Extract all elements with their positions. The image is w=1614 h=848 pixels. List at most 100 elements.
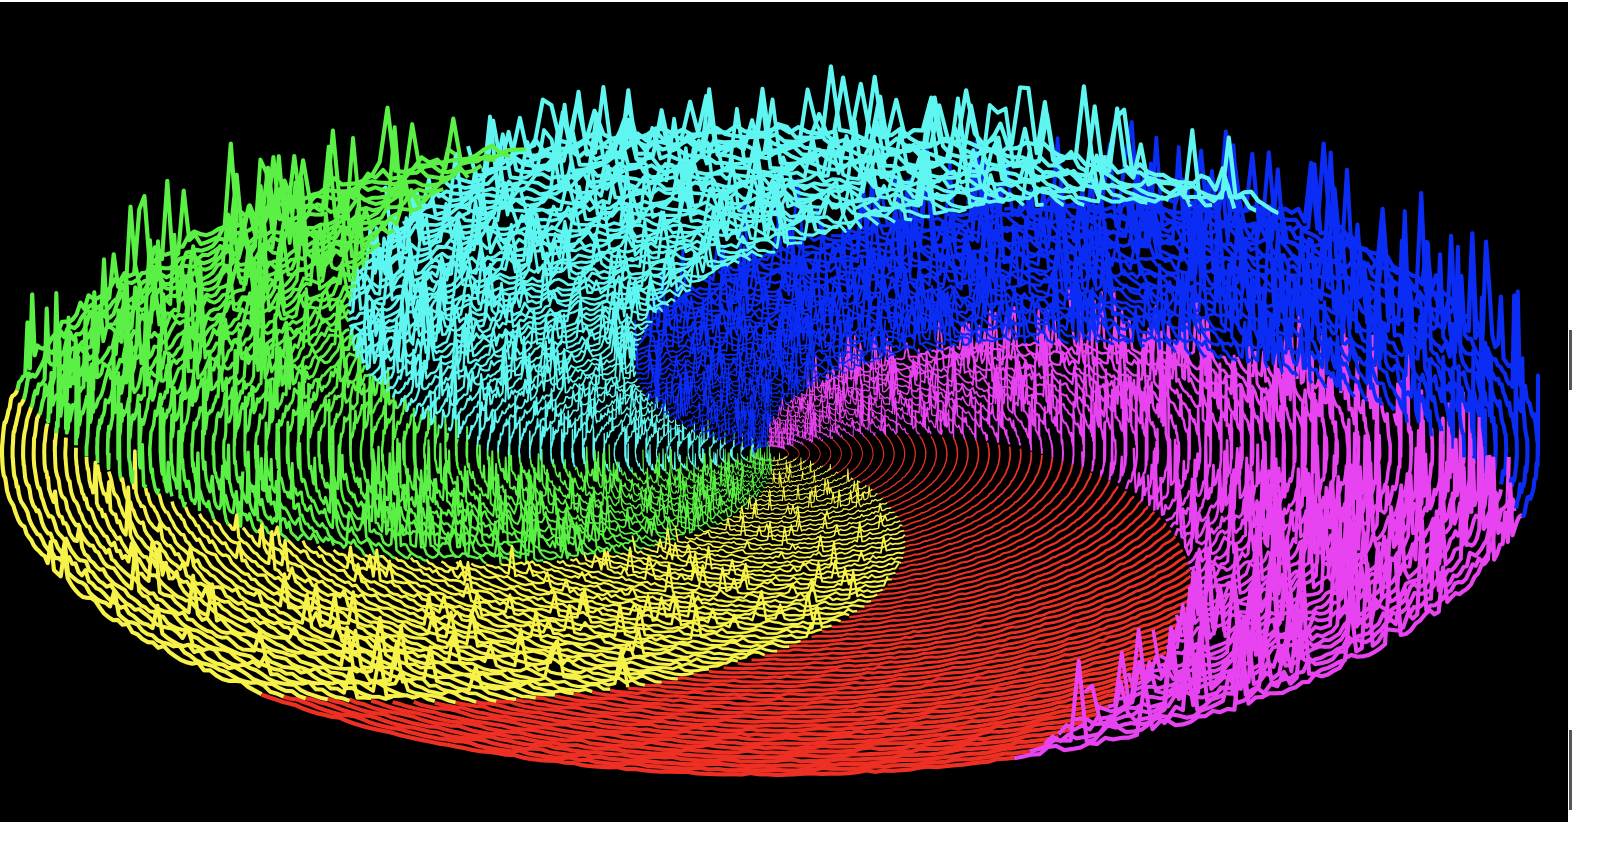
ring-red-segment	[849, 505, 1149, 619]
ring-red-segment	[627, 620, 1185, 698]
ring-red-segment	[812, 442, 821, 465]
ring-blue-segment	[686, 379, 782, 429]
ring-green-segment	[696, 453, 766, 489]
ring-magenta-segment	[968, 311, 1096, 472]
ring-cyan-segment	[429, 286, 658, 426]
ring-blue-segment	[727, 201, 1130, 345]
ring-cyan-segment	[729, 432, 738, 463]
ring-green-segment	[653, 452, 751, 505]
ring-red-segment	[882, 480, 1111, 592]
ring-green-segment	[423, 409, 544, 562]
ring-red-segment	[887, 475, 1102, 586]
ring-green-segment	[726, 452, 772, 476]
ring-red-segment	[784, 449, 789, 458]
ring-yellow-segment	[771, 452, 788, 462]
ring-cyan-segment	[539, 349, 637, 462]
ring-yellow-segment	[84, 456, 436, 704]
ring-yellow-segment	[455, 561, 842, 626]
ring-red-segment	[693, 590, 1192, 680]
ring-yellow-segment	[212, 518, 630, 688]
ring-red-segment	[644, 613, 1188, 693]
ring-yellow-segment	[31, 413, 329, 702]
ring-cyan-segment	[373, 150, 986, 253]
ring-cyan-segment	[373, 255, 720, 382]
ring-red-segment	[845, 437, 863, 477]
ring-yellow-segment	[732, 492, 883, 520]
ring-red-segment	[260, 692, 1015, 778]
ring-cyan-segment	[486, 330, 638, 451]
ring-yellow-segment	[332, 548, 753, 661]
ring-yellow-segment	[425, 558, 823, 635]
ring-red-segment	[821, 522, 1167, 634]
ring-cyan-segment	[447, 299, 649, 432]
ring-yellow-segment	[711, 511, 895, 533]
ring-green-segment	[745, 446, 773, 467]
ring-red-segment	[877, 434, 916, 495]
ring-red-segment	[840, 510, 1156, 624]
ring-cyan-segment	[368, 140, 967, 259]
ring-green-segment	[222, 302, 351, 534]
ring-magenta-segment	[1013, 479, 1524, 761]
ring-magenta-segment	[1053, 305, 1160, 502]
ring-magenta-segment	[828, 342, 955, 439]
ring-cyan-segment	[466, 307, 642, 440]
ring-cyan-segment	[391, 254, 692, 399]
ring-red-segment	[856, 500, 1142, 614]
ring-magenta-segment	[1174, 300, 1244, 549]
ring-red-segment	[859, 435, 885, 484]
ring-red-segment	[811, 529, 1172, 639]
ring-red-segment	[902, 457, 1054, 559]
ring-magenta-segment	[864, 348, 1000, 444]
ring-cyan-segment	[411, 106, 1086, 217]
ring-yellow-segment	[744, 480, 873, 511]
ring-red-segment	[904, 446, 1012, 538]
ring-red-segment	[830, 439, 842, 470]
ring-blue-segment	[708, 397, 773, 439]
ring-yellow-segment	[10, 398, 285, 699]
ring-yellow-segment	[765, 470, 839, 489]
ring-yellow-segment	[754, 478, 861, 502]
ring-red-segment	[876, 485, 1119, 597]
ring-blue-segment	[707, 226, 1100, 344]
ring-yellow-segment	[272, 525, 694, 677]
ring-red-segment	[793, 446, 800, 460]
ring-blue-segment	[668, 259, 1027, 344]
ring-red-segment	[535, 658, 1161, 720]
ring-cyan-segment	[719, 432, 728, 465]
ring-cyan-segment	[550, 374, 639, 464]
ring-green-segment	[274, 340, 354, 547]
ring-magenta-segment	[768, 411, 814, 443]
bottom-margin	[0, 822, 1568, 848]
ring-blue-segment	[965, 158, 1369, 402]
ring-cyan-segment	[385, 250, 701, 392]
ring-magenta-segment	[794, 368, 898, 435]
ring-green-segment	[540, 448, 676, 541]
ring-green-segment	[63, 135, 444, 435]
ring-blue-segment	[1255, 162, 1530, 509]
ring-green-segment	[675, 461, 760, 497]
ring-red-segment	[751, 561, 1189, 662]
ring-green-segment	[253, 328, 350, 542]
ring-red-segment	[305, 696, 1045, 769]
ring-blue-segment	[635, 291, 909, 357]
ring-blue-segment	[635, 308, 866, 375]
ring-cyan-segment	[509, 64, 1258, 213]
ring-magenta-segment	[1159, 326, 1234, 540]
ring-red-segment	[904, 448, 1022, 543]
ring-blue-segment	[648, 352, 822, 401]
ring-green-segment	[306, 333, 381, 559]
ring-green-segment	[608, 444, 727, 522]
ring-magenta-segment	[845, 335, 977, 442]
ring-cyan-segment	[518, 337, 636, 458]
ring-red-segment	[904, 454, 1043, 554]
ring-red-segment	[803, 444, 811, 462]
ring-green-segment	[211, 288, 353, 528]
ring-red-segment	[903, 444, 1001, 533]
ring-blue-segment	[661, 374, 802, 414]
ring-green-segment	[15, 105, 526, 391]
ring-green-segment	[105, 176, 405, 471]
ring-yellow-segment	[348, 551, 766, 657]
ring-red-segment	[348, 697, 1073, 760]
ring-green-segment	[29, 154, 496, 409]
ring-green-segment	[631, 467, 740, 514]
